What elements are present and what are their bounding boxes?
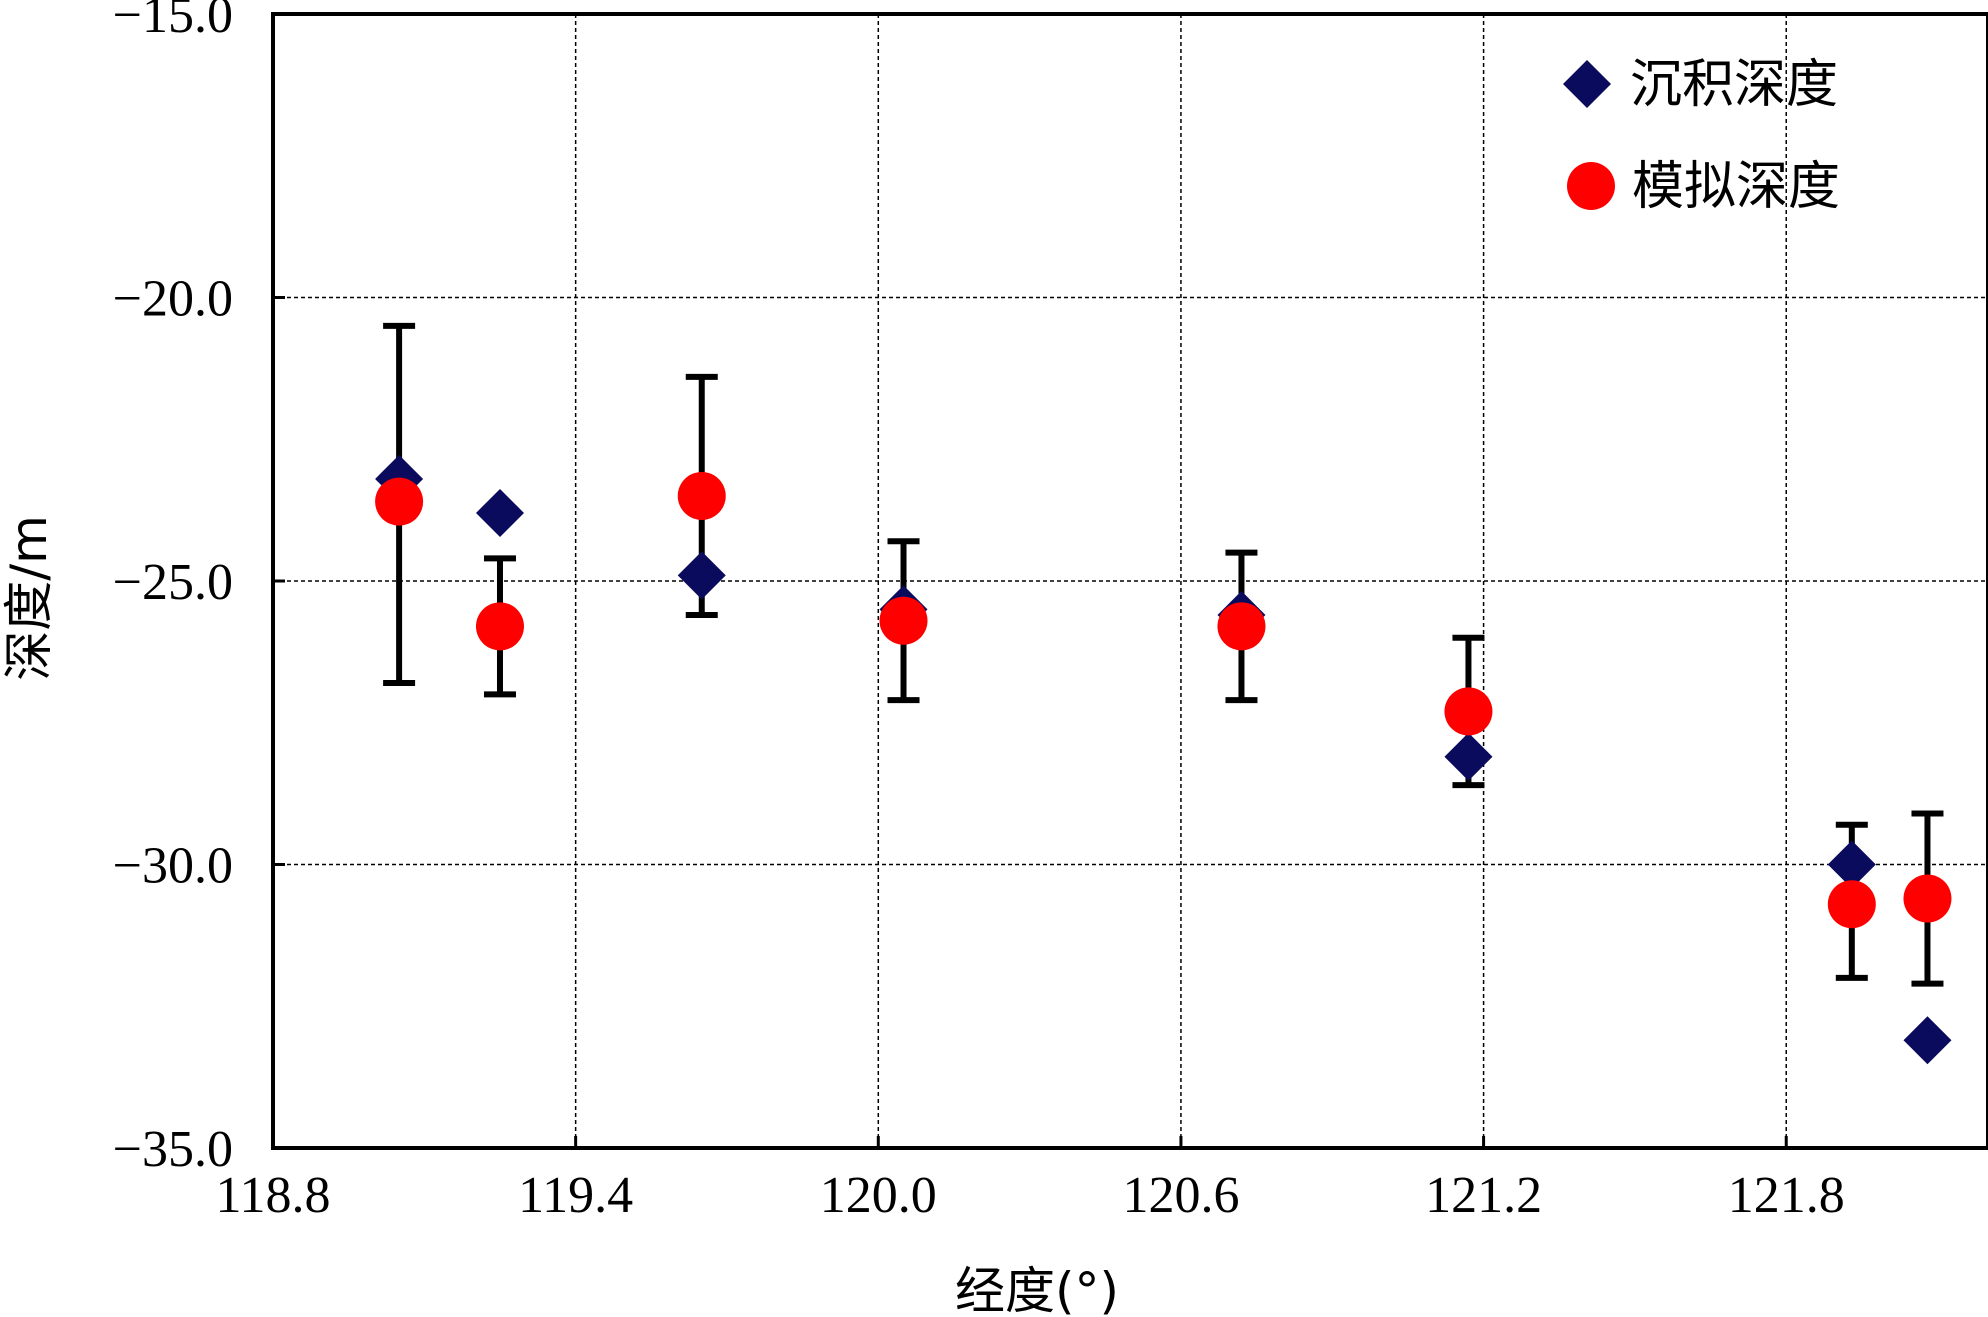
simulated-depth-point (475, 602, 524, 651)
y-tick-label: −30.0 (113, 838, 233, 895)
y-tick-label: −15.0 (113, 0, 233, 44)
y-axis-title: 深度/m (0, 515, 58, 681)
y-tick-label: −20.0 (113, 271, 233, 328)
sediment-depth-point (1444, 732, 1493, 781)
legend-label-simulated-depth: 模拟深度 (1632, 157, 1840, 217)
axis-ticks: 118.8 119.4 120.0 120.6 121.2 121.8 −15.0 −20.0… (113, 0, 1845, 1224)
simulated-depth-point (375, 477, 424, 526)
x-tick-label: 121.8 (1728, 1167, 1845, 1224)
y-tick-label: −25.0 (113, 554, 233, 611)
x-tick-label: 120.6 (1122, 1167, 1239, 1224)
simulated-depth-point (879, 596, 928, 645)
x-tick-label: 121.2 (1425, 1167, 1542, 1224)
x-axis-title: 经度(°) (955, 1262, 1119, 1317)
simulated-depth-point (1444, 687, 1493, 736)
sediment-depth-point (1827, 840, 1876, 889)
legend: 沉积深度 模拟深度 (1563, 55, 1840, 217)
simulated-depth-point (1217, 602, 1266, 651)
grid-lines (273, 14, 1988, 1148)
y-tick-label: −35.0 (113, 1121, 233, 1178)
data-markers (375, 454, 1952, 1065)
simulated-depth-point (677, 471, 726, 520)
simulated-depth-point (1903, 874, 1952, 923)
sediment-depth-point (475, 488, 524, 537)
legend-circle-marker (1567, 162, 1615, 210)
simulated-depth-point (1827, 880, 1876, 929)
legend-label-sediment-depth: 沉积深度 (1630, 55, 1838, 115)
x-tick-label: 120.0 (820, 1167, 937, 1224)
legend-diamond-marker (1563, 60, 1611, 108)
sediment-depth-point (677, 551, 726, 600)
x-tick-label: 119.4 (518, 1167, 633, 1224)
sediment-depth-point (1903, 1016, 1952, 1065)
x-tick-label: 118.8 (215, 1167, 330, 1224)
